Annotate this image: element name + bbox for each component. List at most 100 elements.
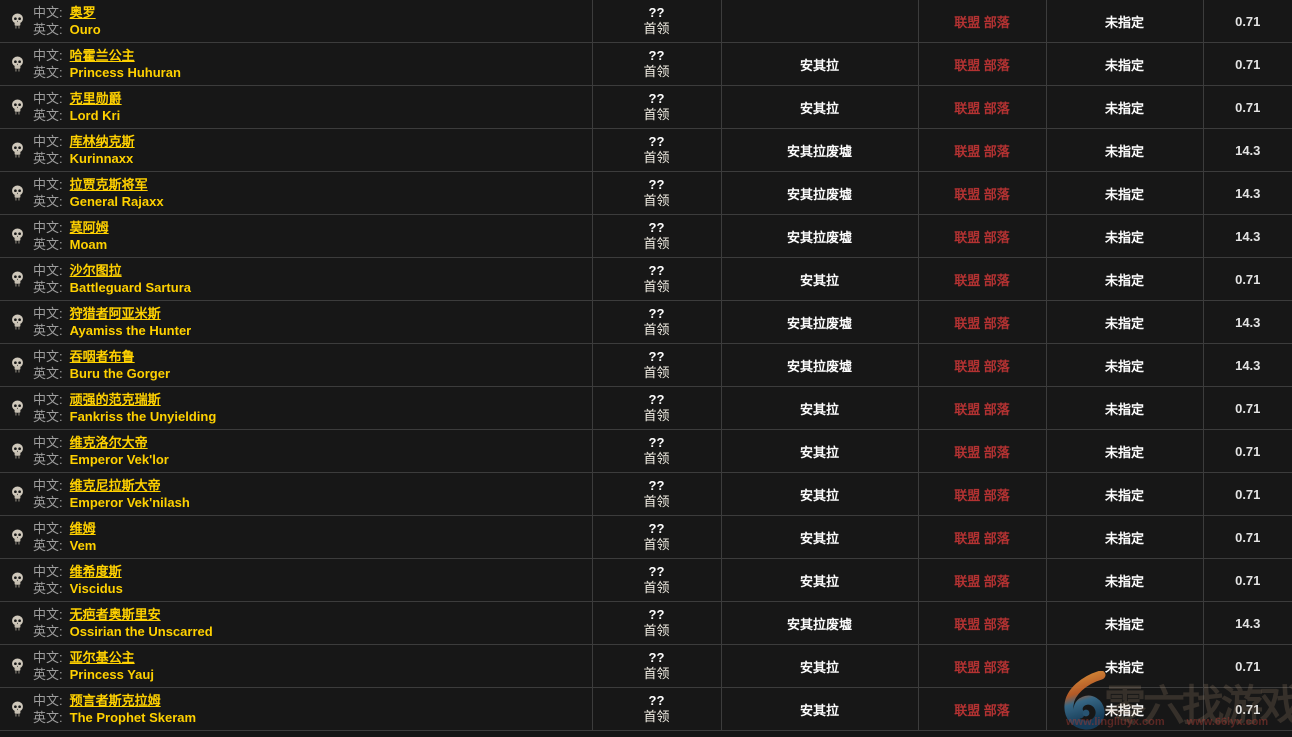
npc-level-cell: ?? 首领 bbox=[592, 257, 722, 301]
npc-name-en-link[interactable]: Vem bbox=[69, 538, 97, 553]
npc-name-cn-link[interactable]: 克里勋爵 bbox=[69, 91, 122, 106]
npc-name-cell: 中文: 预言者斯克拉姆 英文: The Prophet Skeram bbox=[0, 687, 593, 731]
npc-value-cell: 0.71 bbox=[1203, 85, 1292, 129]
npc-type: 首领 bbox=[643, 408, 670, 423]
npc-level: ?? bbox=[648, 306, 665, 321]
cn-label: 中文: bbox=[33, 392, 63, 407]
npc-name-en-link[interactable]: Ayamiss the Hunter bbox=[69, 323, 192, 338]
npc-name-cn-link[interactable]: 沙尔图拉 bbox=[69, 263, 122, 278]
npc-level-cell: ?? 首领 bbox=[592, 300, 722, 344]
npc-name-cn-link[interactable]: 库林纳克斯 bbox=[69, 134, 135, 149]
table-row: 中文: 维克尼拉斯大帝 英文: Emperor Vek'nilash ?? 首领 安… bbox=[0, 472, 1292, 516]
npc-name-cn-link[interactable]: 奥罗 bbox=[69, 5, 96, 20]
npc-name-cn-link[interactable]: 哈霍兰公主 bbox=[69, 48, 135, 63]
npc-type: 首领 bbox=[643, 451, 670, 466]
en-label: 英文: bbox=[33, 151, 63, 166]
npc-name-en-link[interactable]: Viscidus bbox=[69, 581, 123, 596]
npc-name-cn-link[interactable]: 亚尔基公主 bbox=[69, 650, 135, 665]
boss-skull-icon bbox=[11, 572, 24, 588]
npc-value-cell: 0.71 bbox=[1203, 515, 1292, 559]
npc-spec-cell: 未指定 bbox=[1046, 515, 1204, 559]
npc-type: 首领 bbox=[643, 279, 670, 294]
npc-level: ?? bbox=[648, 607, 665, 622]
npc-name-cell: 中文: 维姆 英文: Vem bbox=[0, 515, 593, 559]
npc-type: 首领 bbox=[643, 709, 670, 724]
npc-value-cell: 0.71 bbox=[1203, 42, 1292, 86]
npc-name-cn-link[interactable]: 维克洛尔大帝 bbox=[69, 435, 148, 450]
npc-name-cn-link[interactable]: 吞咽者布鲁 bbox=[69, 349, 135, 364]
npc-zone-cell bbox=[721, 0, 919, 43]
npc-level: ?? bbox=[648, 564, 665, 579]
boss-skull-icon bbox=[11, 314, 24, 330]
cn-label: 中文: bbox=[33, 5, 63, 20]
table-row: 中文: 克里勋爵 英文: Lord Kri ?? 首领 安其拉 联盟 部落 未指定 … bbox=[0, 85, 1292, 129]
npc-name-en-link[interactable]: Lord Kri bbox=[69, 108, 121, 123]
npc-zone-cell: 安其拉 bbox=[721, 85, 919, 129]
boss-skull-icon bbox=[11, 185, 24, 201]
npc-name-en-link[interactable]: Ossirian the Unscarred bbox=[69, 624, 213, 639]
npc-spec-cell: 未指定 bbox=[1046, 429, 1204, 473]
npc-level: ?? bbox=[648, 134, 665, 149]
npc-name-en-link[interactable]: Fankriss the Unyielding bbox=[69, 409, 217, 424]
npc-type: 首领 bbox=[643, 623, 670, 638]
npc-zone-cell: 安其拉废墟 bbox=[721, 343, 919, 387]
npc-name-en-link[interactable]: The Prophet Skeram bbox=[69, 710, 197, 725]
npc-name-cn-link[interactable]: 维克尼拉斯大帝 bbox=[69, 478, 161, 493]
npc-level-cell: ?? 首领 bbox=[592, 386, 722, 430]
npc-value-cell: 0.71 bbox=[1203, 429, 1292, 473]
npc-name-cn-link[interactable]: 莫阿姆 bbox=[69, 220, 109, 235]
en-label: 英文: bbox=[33, 495, 63, 510]
npc-name-en-link[interactable]: Kurinnaxx bbox=[69, 151, 134, 166]
en-label: 英文: bbox=[33, 108, 63, 123]
npc-name-en-link[interactable]: General Rajaxx bbox=[69, 194, 164, 209]
npc-value-cell: 14.3 bbox=[1203, 128, 1292, 172]
table-row: 中文: 维希度斯 英文: Viscidus ?? 首领 安其拉 联盟 部落 未指定 … bbox=[0, 558, 1292, 602]
npc-name-en-link[interactable]: Princess Yauj bbox=[69, 667, 154, 682]
npc-name-cn-link[interactable]: 预言者斯克拉姆 bbox=[69, 693, 161, 708]
npc-zone-cell: 安其拉 bbox=[721, 257, 919, 301]
npc-level-cell: ?? 首领 bbox=[592, 601, 722, 645]
en-label: 英文: bbox=[33, 452, 63, 467]
npc-level: ?? bbox=[648, 392, 665, 407]
cn-label: 中文: bbox=[33, 177, 63, 192]
cn-label: 中文: bbox=[33, 91, 63, 106]
npc-name-cn-link[interactable]: 无疤者奥斯里安 bbox=[69, 607, 161, 622]
npc-zone-cell: 安其拉废墟 bbox=[721, 601, 919, 645]
npc-spec-cell: 未指定 bbox=[1046, 644, 1204, 688]
npc-name-cn-link[interactable]: 维希度斯 bbox=[69, 564, 122, 579]
npc-type: 首领 bbox=[643, 64, 670, 79]
npc-name-cn-link[interactable]: 拉贾克斯将军 bbox=[69, 177, 148, 192]
npc-name-en-link[interactable]: Battleguard Sartura bbox=[69, 280, 191, 295]
npc-name-cell: 中文: 狩猎者阿亚米斯 英文: Ayamiss the Hunter bbox=[0, 300, 593, 344]
npc-name-en-link[interactable]: Emperor Vek'lor bbox=[69, 452, 169, 467]
npc-spec-cell: 未指定 bbox=[1046, 214, 1204, 258]
npc-spec-cell: 未指定 bbox=[1046, 386, 1204, 430]
npc-value-cell: 14.3 bbox=[1203, 171, 1292, 215]
npc-name-en-link[interactable]: Princess Huhuran bbox=[69, 65, 181, 80]
npc-name-cn-link[interactable]: 狩猎者阿亚米斯 bbox=[69, 306, 161, 321]
npc-level-cell: ?? 首领 bbox=[592, 429, 722, 473]
table-row: 中文: 吞咽者布鲁 英文: Buru the Gorger ?? 首领 安其拉废墟 … bbox=[0, 343, 1292, 387]
npc-value-cell: 14.3 bbox=[1203, 601, 1292, 645]
boss-skull-icon bbox=[11, 658, 24, 674]
npc-name-en-link[interactable]: Emperor Vek'nilash bbox=[69, 495, 190, 510]
npc-faction-cell: 联盟 部落 bbox=[918, 343, 1047, 387]
npc-level-cell: ?? 首领 bbox=[592, 0, 722, 43]
npc-name-cn-link[interactable]: 维姆 bbox=[69, 521, 96, 536]
npc-name-cell: 中文: 维克尼拉斯大帝 英文: Emperor Vek'nilash bbox=[0, 472, 593, 516]
cn-label: 中文: bbox=[33, 693, 63, 708]
npc-level: ?? bbox=[648, 693, 665, 708]
en-label: 英文: bbox=[33, 538, 63, 553]
en-label: 英文: bbox=[33, 366, 63, 381]
npc-name-en-link[interactable]: Buru the Gorger bbox=[69, 366, 171, 381]
npc-spec-cell: 未指定 bbox=[1046, 300, 1204, 344]
npc-name-en-link[interactable]: Ouro bbox=[69, 22, 101, 37]
npc-level-cell: ?? 首领 bbox=[592, 515, 722, 559]
npc-name-cell: 中文: 库林纳克斯 英文: Kurinnaxx bbox=[0, 128, 593, 172]
npc-name-en-link[interactable]: Moam bbox=[69, 237, 108, 252]
npc-faction-cell: 联盟 部落 bbox=[918, 171, 1047, 215]
npc-type: 首领 bbox=[643, 365, 670, 380]
npc-name-cn-link[interactable]: 顽强的范克瑞斯 bbox=[69, 392, 161, 407]
npc-value-cell: 14.3 bbox=[1203, 214, 1292, 258]
en-label: 英文: bbox=[33, 22, 63, 37]
